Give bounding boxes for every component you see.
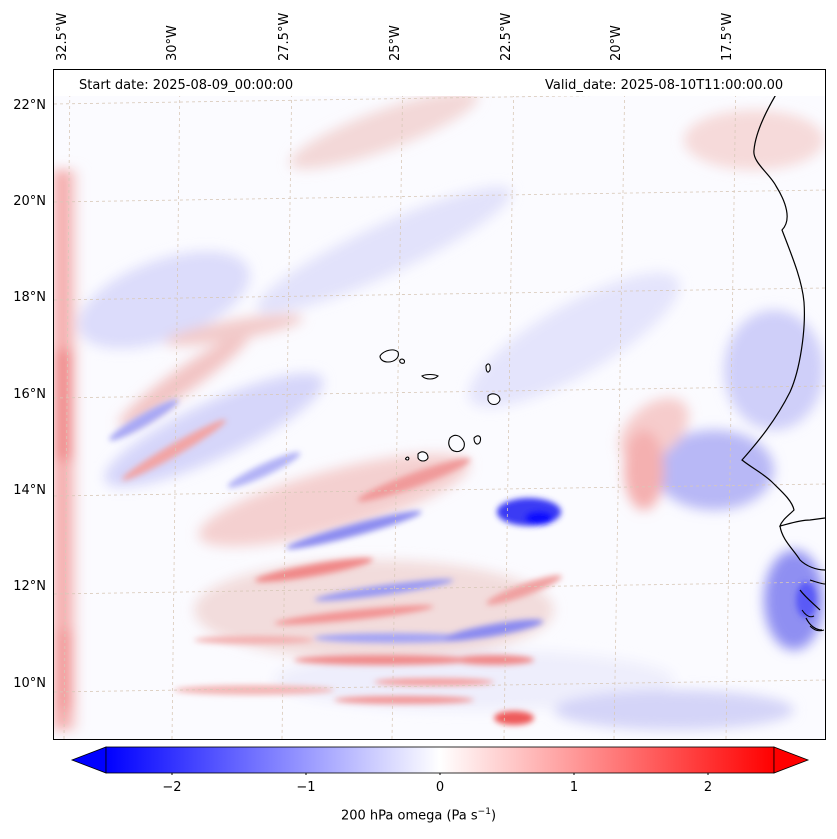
- colorbar: [70, 746, 810, 775]
- colorbar-tick-0: 0: [435, 780, 445, 795]
- coastline-west-africa: [741, 79, 825, 631]
- lon-label-20w: 20°W: [609, 25, 624, 61]
- lat-label-20n: 20°N: [13, 194, 46, 209]
- wave-streaks: [109, 399, 562, 725]
- colorbar-label-close: ): [490, 808, 497, 824]
- colorbar-tick-minus-2: −2: [162, 780, 182, 795]
- omega-field-map: [54, 70, 825, 739]
- lon-label-25w: 25°W: [388, 25, 403, 61]
- lon-label-30w: 30°W: [165, 25, 180, 61]
- lat-label-10n: 10°N: [13, 676, 46, 691]
- lon-label-27-5w: 27.5°W: [277, 12, 292, 61]
- colorbar-extend-max: [773, 746, 810, 774]
- colorbar-tick-2: 2: [703, 780, 713, 795]
- date-header-background: [54, 70, 825, 96]
- colorbar-ticks: [171, 773, 709, 775]
- colorbar-extend-min: [70, 746, 107, 774]
- colorbar-label-text: 200 hPa omega (Pa s: [340, 808, 478, 824]
- start-date-label: Start date: 2025-08-09_00:00:00: [79, 78, 294, 93]
- cape-verde-islands: [379, 349, 501, 462]
- colorbar-tick-1: 1: [569, 780, 579, 795]
- map-panel: [53, 69, 826, 740]
- lat-label-16n: 16°N: [13, 387, 46, 402]
- lat-label-22n: 22°N: [13, 98, 46, 113]
- valid-date-label: Valid_date: 2025-08-10T11:00:00.00: [545, 78, 784, 93]
- colorbar-label-superscript: −1: [477, 807, 491, 817]
- lon-label-17-5w: 17.5°W: [720, 12, 735, 61]
- colorbar-gradient: [105, 746, 775, 774]
- lon-label-32-5w: 32.5°W: [55, 12, 70, 61]
- colorbar-label: 200 hPa omega (Pa s−1): [0, 807, 837, 823]
- lat-label-14n: 14°N: [13, 483, 46, 498]
- lat-label-18n: 18°N: [13, 290, 46, 305]
- coastline-guinea-senegal: [801, 579, 825, 632]
- lat-label-12n: 12°N: [13, 579, 46, 594]
- colorbar-tick-minus-1: −1: [296, 780, 316, 795]
- gridlines: [54, 70, 825, 739]
- lon-label-22-5w: 22.5°W: [499, 12, 514, 61]
